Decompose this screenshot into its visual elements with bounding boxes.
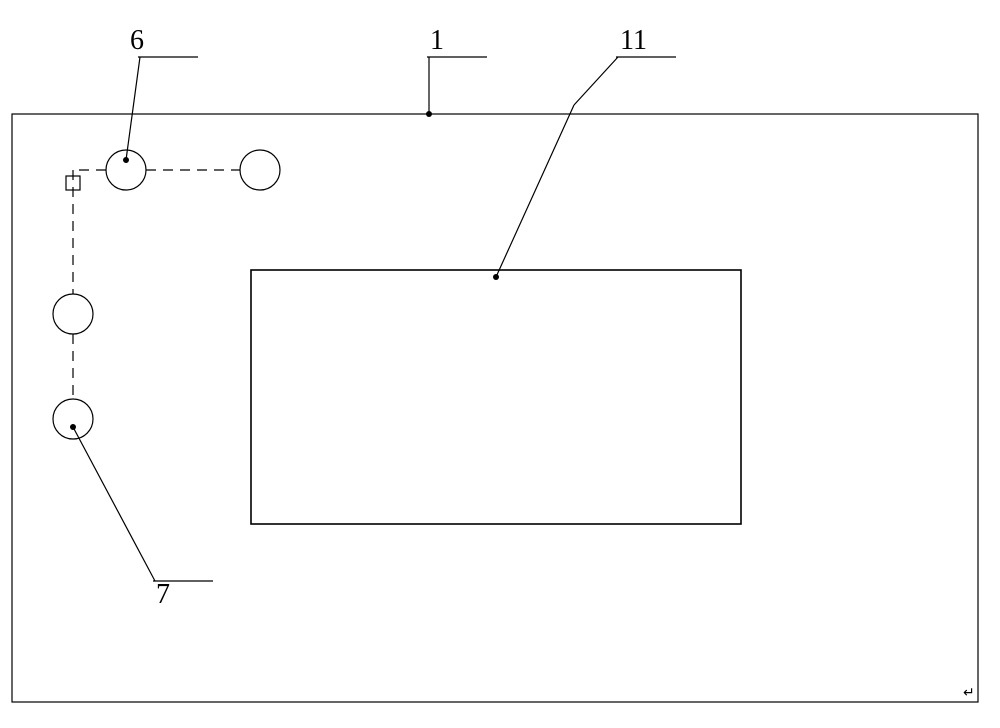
node-circle-c6b bbox=[240, 150, 280, 190]
callout-leader-c11-0 bbox=[574, 57, 618, 105]
inner-panel bbox=[251, 270, 741, 524]
callout-label-c1: 1 bbox=[430, 25, 444, 56]
ref-dot-d11 bbox=[493, 274, 499, 280]
node-circle-c7 bbox=[53, 399, 93, 439]
callout-leader-c6-0 bbox=[126, 57, 140, 160]
outer-frame bbox=[12, 114, 978, 702]
return-mark: ↵ bbox=[963, 684, 975, 700]
diagram-canvas: 61117↵ bbox=[0, 0, 1000, 728]
callout-label-c6: 6 bbox=[130, 25, 144, 56]
callout-leader-c7-0 bbox=[73, 427, 155, 581]
callout-leader-c11-1 bbox=[496, 105, 574, 277]
callout-label-c11: 11 bbox=[620, 25, 647, 56]
node-circle-c7a bbox=[53, 294, 93, 334]
callout-label-c7: 7 bbox=[156, 579, 170, 610]
ref-dot-d1 bbox=[426, 111, 432, 117]
ref-dot-d7 bbox=[70, 424, 76, 430]
ref-dot-d6 bbox=[123, 157, 129, 163]
